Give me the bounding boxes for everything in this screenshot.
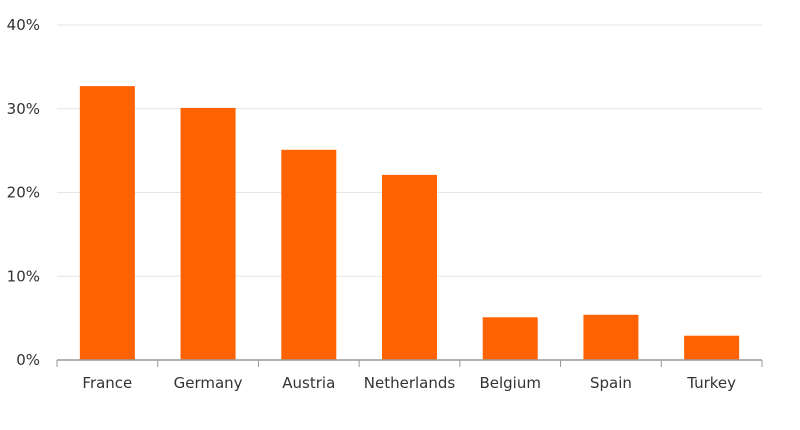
bar-germany [180,107,236,360]
x-tick-label: Turkey [686,374,736,392]
y-tick-label: 30% [7,100,40,118]
bars [79,86,740,360]
bar-belgium [482,317,538,360]
x-tick-label: Germany [174,374,243,392]
y-axis-labels: 0% 10% 20% 30% 40% [7,16,40,369]
x-tick-label: France [82,374,132,392]
x-axis [56,359,763,367]
bar-turkey [684,335,740,360]
x-tick-label: Spain [590,374,632,392]
bar-netherlands [382,174,437,360]
bar-austria [281,149,337,360]
y-tick-label: 40% [7,16,40,34]
x-axis-labels: France Germany Austria Netherlands Belgium Sp… [82,374,736,392]
bar-spain [583,314,639,360]
bar-france [79,86,135,360]
y-tick-label: 20% [7,184,40,202]
y-tick-label: 10% [7,267,40,285]
x-tick-label: Netherlands [364,374,456,392]
x-tick-label: Austria [282,374,335,392]
y-tick-label: 0% [16,351,40,369]
x-tick-label: Belgium [479,374,541,392]
